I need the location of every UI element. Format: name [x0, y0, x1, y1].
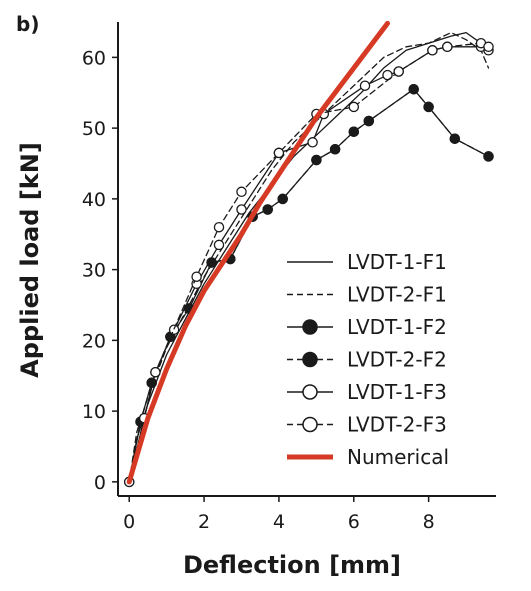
legend-marker [302, 384, 318, 400]
data-point-lvdt-2-f3 [483, 41, 494, 53]
x-axis-title: Deflection [mm] [183, 551, 401, 579]
data-point-lvdt-1-f3 [359, 80, 371, 91]
legend: LVDT-1-F1 LVDT-2-F1 LVDT-1-F2 LVDT-2-F2 LVDT… [287, 250, 449, 469]
data-point-lvdt-1-f3 [168, 324, 180, 335]
series-numerical [126, 20, 390, 485]
y-tick-label: 30 [82, 260, 106, 282]
series-lvdt-1-f1 [128, 31, 490, 483]
legend-label: Numerical [347, 445, 449, 469]
legend-label: LVDT-2-F2 [347, 348, 447, 372]
panel-label: b) [16, 12, 39, 36]
y-tick-label: 60 [82, 47, 106, 69]
legend-label: LVDT-2-F3 [347, 413, 447, 437]
x-tick-label: 4 [273, 511, 285, 533]
legend-label: LVDT-1-F1 [347, 250, 447, 274]
legend-label: LVDT-1-F2 [347, 315, 447, 339]
y-tick-label: 0 [94, 472, 106, 494]
y-tick-label: 20 [82, 330, 106, 352]
legend-item-lvdt-1-f1: LVDT-1-F1 [287, 250, 447, 274]
series-line-lvdt-2-f3 [128, 42, 490, 483]
series-line-numerical [126, 20, 390, 485]
legend-marker [302, 319, 318, 335]
y-tick-label: 10 [82, 401, 106, 423]
data-point-lvdt-2-f3 [427, 45, 438, 56]
axes-layer: 0 10 20 30 40 50 60 0 2 4 6 8 [82, 22, 496, 533]
legend-item-lvdt-2-f3: LVDT-2-F3 [287, 413, 447, 437]
data-point-lvdt-1-f3 [213, 239, 225, 251]
y-axis-title: Applied load [kN] [16, 142, 44, 378]
data-point-lvdt-1-f3 [236, 204, 247, 215]
legend-item-lvdt-2-f1: LVDT-2-F1 [287, 283, 447, 307]
data-point-lvdt-2-f3 [213, 221, 225, 233]
data-point-lvdt-2-f3 [442, 41, 453, 53]
data-point-lvdt-2-f2 [348, 126, 360, 137]
x-tick-label: 8 [423, 511, 435, 533]
data-point-lvdt-2-f3 [393, 66, 404, 77]
y-tick-label: 50 [82, 118, 106, 140]
data-point-lvdt-2-f2 [408, 83, 419, 95]
data-point-lvdt-2-f3 [191, 271, 202, 282]
data-point-lvdt-2-f2 [311, 154, 322, 166]
data-point-lvdt-2-f3 [236, 186, 247, 198]
data-point-lvdt-2-f2 [262, 204, 273, 215]
legend-item-lvdt-2-f2: LVDT-2-F2 [287, 348, 447, 372]
legend-marker [302, 416, 318, 433]
data-point-lvdt-1-f3 [307, 137, 318, 148]
legend-label: LVDT-1-F3 [347, 380, 447, 404]
x-tick-label: 0 [123, 511, 135, 533]
series-lvdt-2-f1 [128, 31, 490, 483]
data-point-lvdt-2-f3 [150, 366, 161, 378]
data-point-lvdt-2-f2 [483, 151, 494, 162]
legend-marker [302, 351, 318, 368]
data-point-lvdt-2-f2 [449, 133, 461, 144]
x-tick-label: 2 [198, 511, 210, 533]
data-point-lvdt-2-f2 [329, 144, 341, 155]
data-point-lvdt-2-f3 [273, 147, 285, 159]
data-point-lvdt-2-f2 [277, 193, 288, 205]
legend-item-lvdt-1-f2: LVDT-1-F2 [287, 315, 447, 339]
series-line-lvdt-1-f1 [128, 31, 490, 483]
data-point-lvdt-2-f2 [363, 115, 375, 127]
data-point-lvdt-2-f2 [423, 101, 434, 113]
legend-label: LVDT-2-F1 [347, 283, 447, 307]
legend-item-lvdt-1-f3: LVDT-1-F3 [287, 380, 447, 404]
y-tick-label: 40 [82, 189, 106, 211]
series-layer [123, 20, 494, 488]
data-point-lvdt-2-f3 [348, 101, 360, 113]
legend-item-numerical: Numerical [287, 445, 449, 469]
x-tick-label: 6 [348, 511, 360, 533]
series-line-lvdt-2-f1 [128, 31, 490, 483]
